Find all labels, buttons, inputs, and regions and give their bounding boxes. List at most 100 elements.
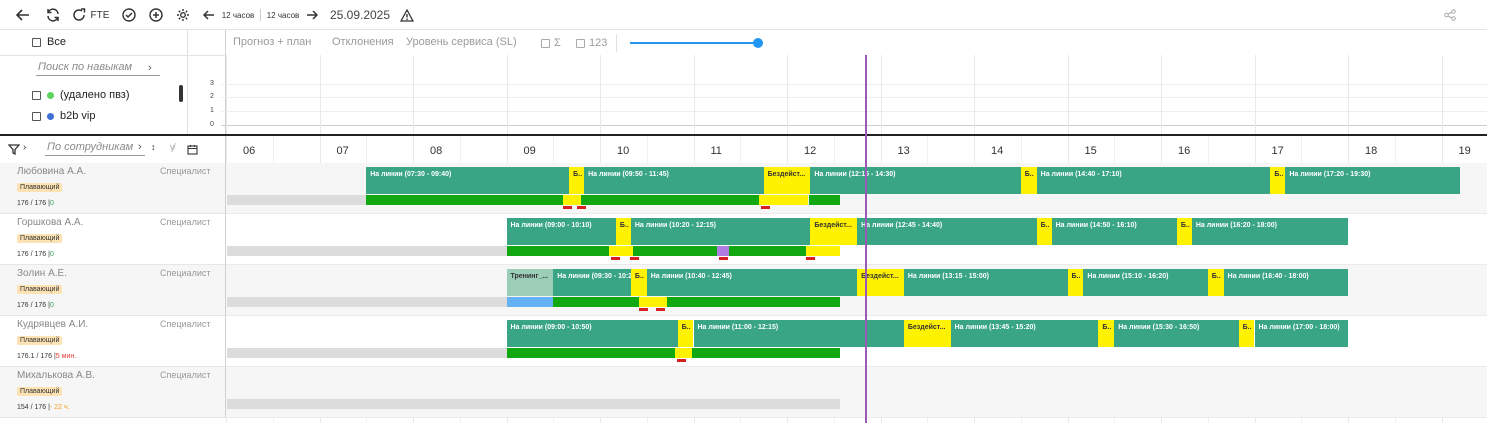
back-arrow-icon[interactable] xyxy=(14,6,32,24)
schedule-segment[interactable]: На линии (10:40 - 12:45) xyxy=(646,269,858,296)
select-all-checkbox[interactable] xyxy=(32,37,41,47)
employee-row[interactable]: Золин А.Е. Специалист Плавающий 176 / 176 |… xyxy=(0,265,226,316)
schedule-segment[interactable]: Тренинг_... xyxy=(506,269,554,296)
share-icon[interactable] xyxy=(1442,6,1458,24)
skill-checkbox[interactable] xyxy=(32,111,41,121)
count-checkbox[interactable] xyxy=(576,38,585,48)
schedule-segment[interactable]: На линии (16:40 - 18:00) xyxy=(1223,269,1348,296)
employee-role: Специалист xyxy=(160,217,211,227)
filter-clear-icon[interactable]: γ̸ xyxy=(170,142,175,152)
schedule-segment[interactable]: Б.. xyxy=(1036,218,1052,245)
schedule-segment[interactable]: На линии (14:40 - 17:10) xyxy=(1036,167,1271,194)
select-all-row[interactable]: Все xyxy=(32,36,66,48)
skill-search-input[interactable]: Поиск по навыкам xyxy=(36,60,160,76)
employee-timeline-row xyxy=(226,367,1487,418)
employee-name[interactable]: Кудрявцев А.И. xyxy=(17,319,89,330)
prev-period-arrow-icon[interactable] xyxy=(201,6,217,24)
tab-service-level[interactable]: Уровень сервиса (SL) xyxy=(406,36,517,48)
skill-checkbox[interactable] xyxy=(32,90,41,100)
redo-icon[interactable] xyxy=(72,6,88,24)
actual-status-bar xyxy=(506,348,675,358)
employee-name[interactable]: Горшкова А.А. xyxy=(17,217,84,228)
skill-row[interactable]: b2b vip xyxy=(32,110,95,122)
current-time-indicator xyxy=(865,55,867,423)
schedule-segment[interactable]: Б.. xyxy=(630,269,647,296)
current-date[interactable]: 25.09.2025 xyxy=(329,8,391,22)
refresh-icon[interactable] xyxy=(44,6,62,24)
tab-deviations[interactable]: Отклонения xyxy=(332,36,394,48)
employee-search-chevron-icon[interactable]: › xyxy=(138,141,142,153)
employee-row[interactable]: Михалькова А.В. Специалист Плавающий 154 / … xyxy=(0,367,226,418)
employee-row[interactable]: Горшкова А.А. Специалист Плавающий 176 / 17… xyxy=(0,214,226,265)
employee-hours-deviation: 5 мин. xyxy=(55,353,77,360)
employee-search-input[interactable]: По сотрудникам xyxy=(45,140,145,156)
schedule-segment[interactable]: Бездейст... xyxy=(810,218,858,245)
schedule-segment[interactable]: Бездейст... xyxy=(763,167,811,194)
employee-name[interactable]: Михалькова А.В. xyxy=(17,370,95,381)
schedule-segment[interactable]: На линии (09:30 - 10:20) xyxy=(553,269,631,296)
next-period-arrow-icon[interactable] xyxy=(304,6,320,24)
timeline-hour-label: 11 xyxy=(710,145,722,157)
schedule-segment[interactable]: На линии (10:20 - 12:15) xyxy=(630,218,811,245)
schedule-segment[interactable]: Б.. xyxy=(1067,269,1084,296)
schedule-segment[interactable]: На линии (15:30 - 16:50) xyxy=(1114,320,1239,347)
zoom-slider-track[interactable] xyxy=(630,42,758,44)
settings-gear-icon[interactable] xyxy=(175,6,191,24)
next-period-label[interactable]: 12 часов xyxy=(266,10,300,20)
schedule-segment[interactable]: На линии (09:00 - 10:50) xyxy=(506,320,678,347)
schedule-segment[interactable]: На линии (14:50 - 16:10) xyxy=(1051,218,1177,245)
employee-name[interactable]: Золин А.Е. xyxy=(17,268,67,279)
violation-marker xyxy=(805,257,815,260)
calendar-icon[interactable] xyxy=(187,142,198,160)
schedule-segment[interactable]: На линии (17:20 - 19:30) xyxy=(1285,167,1461,194)
filter-funnel-icon[interactable] xyxy=(7,142,21,160)
count-toggle[interactable]: 123 xyxy=(576,37,607,49)
schedule-segment[interactable]: Б.. xyxy=(1020,167,1037,194)
check-circle-icon[interactable] xyxy=(121,6,137,24)
schedule-segment[interactable]: На линии (11:00 - 12:15) xyxy=(693,320,904,347)
schedule-segment[interactable]: Б.. xyxy=(1238,320,1255,347)
schedule-segment[interactable]: На линии (17:00 - 18:00) xyxy=(1254,320,1348,347)
employee-row[interactable]: Кудрявцев А.И. Специалист Плавающий 176.1 /… xyxy=(0,316,226,367)
actual-status-bar xyxy=(808,195,841,205)
sigma-toggle[interactable]: Σ xyxy=(541,37,561,49)
timeline-hour-label: 14 xyxy=(991,145,1004,157)
schedule-segment[interactable]: На линии (12:15 - 14:30) xyxy=(810,167,1021,194)
schedule-segment[interactable]: На линии (07:30 - 09:40) xyxy=(366,167,570,194)
actual-status-bar xyxy=(805,246,841,256)
schedule-segment[interactable]: Б.. xyxy=(615,218,631,245)
sort-icon[interactable]: ↕ xyxy=(151,142,156,152)
zoom-slider-handle[interactable] xyxy=(753,38,763,48)
violation-marker xyxy=(676,359,686,362)
add-circle-icon[interactable] xyxy=(148,6,164,24)
schedule-segment[interactable]: Б.. xyxy=(1207,269,1224,296)
skill-search-chevron-icon[interactable]: › xyxy=(148,62,152,74)
filter-expand-chevron-icon[interactable]: › xyxy=(23,142,27,153)
skill-row[interactable]: (удалено пвз) xyxy=(32,89,130,101)
schedule-segment[interactable]: Б.. xyxy=(569,167,585,194)
warning-icon[interactable] xyxy=(398,6,416,24)
schedule-segment[interactable]: На линии (13:45 - 15:20) xyxy=(950,320,1099,347)
schedule-segment[interactable]: Б.. xyxy=(1098,320,1115,347)
prev-period-label[interactable]: 12 часов xyxy=(221,10,255,20)
employee-name[interactable]: Любовина А.А. xyxy=(17,166,87,177)
schedule-segment[interactable]: Б.. xyxy=(1270,167,1286,194)
schedule-segment[interactable]: На линии (09:50 - 11:45) xyxy=(584,167,764,194)
schedule-segment[interactable]: Б.. xyxy=(677,320,694,347)
schedule-segment[interactable]: Б.. xyxy=(1176,218,1192,245)
tab-forecast-plan[interactable]: Прогноз + план xyxy=(233,36,312,48)
schedule-segment[interactable]: На линии (13:15 - 15:00) xyxy=(903,269,1068,296)
schedule-segment[interactable]: Бездейст... xyxy=(857,269,904,296)
sigma-checkbox[interactable] xyxy=(541,38,550,48)
employee-status-badge: Плавающий xyxy=(17,285,63,294)
schedule-segment[interactable]: Бездейст... xyxy=(903,320,951,347)
fte-toggle[interactable]: FTE xyxy=(90,9,110,21)
employee-row[interactable]: Любовина А.А. Специалист Плавающий 176 / 17… xyxy=(0,163,226,214)
skill-list-scrollbar[interactable] xyxy=(179,85,183,102)
schedule-segment[interactable]: На линии (16:20 - 18:00) xyxy=(1191,218,1348,245)
schedule-segment[interactable]: На линии (12:45 - 14:40) xyxy=(857,218,1037,245)
actual-status-bar xyxy=(729,246,806,256)
schedule-segment[interactable]: На линии (15:10 - 16:20) xyxy=(1083,269,1208,296)
schedule-segment[interactable]: На линии (09:00 - 10:10) xyxy=(506,218,616,245)
violation-marker xyxy=(576,206,586,209)
